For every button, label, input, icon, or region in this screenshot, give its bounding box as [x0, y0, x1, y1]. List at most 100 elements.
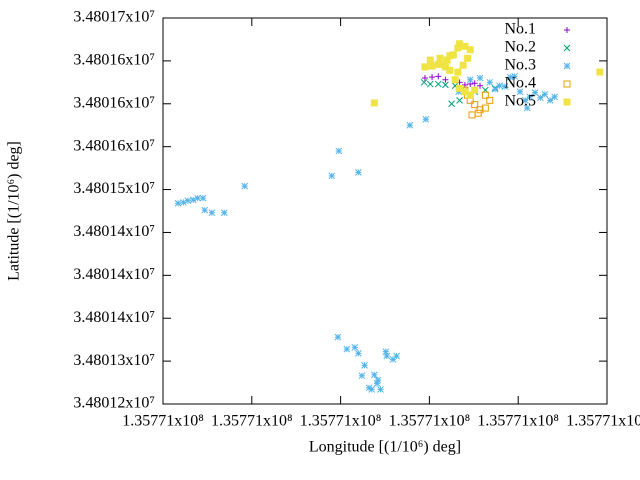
data-point: [496, 82, 503, 90]
data-point: [516, 88, 524, 96]
x-tick-label: 1.35771x10⁸: [122, 413, 204, 430]
data-point: [241, 182, 249, 190]
data-point: [355, 350, 362, 357]
data-point: [428, 62, 436, 70]
data-point: [451, 76, 459, 84]
data-point: [454, 68, 462, 76]
y-tick-label: 3.48015x10⁷: [73, 180, 155, 197]
x-tick-label: 1.35771x10⁸: [211, 413, 293, 430]
data-point: [435, 73, 442, 80]
data-point: [194, 194, 201, 202]
y-tick-label: 3.48017x10⁷: [73, 9, 155, 26]
data-point: [370, 371, 378, 379]
data-point: [442, 76, 449, 83]
legend-label: No.5: [504, 93, 536, 110]
data-point: [382, 348, 390, 356]
data-point: [361, 362, 368, 369]
data-point: [328, 172, 336, 180]
legend-marker: [563, 62, 571, 70]
data-point: [358, 372, 366, 380]
data-point: [471, 86, 479, 94]
data-point: [466, 76, 474, 84]
data-point: [436, 54, 444, 62]
data-point: [426, 56, 434, 64]
data-point: [355, 169, 362, 176]
legend-label: No.4: [504, 75, 536, 92]
x-tick-label: 1.35771x10⁸: [477, 413, 559, 430]
legend-label: No.2: [504, 39, 536, 56]
data-point: [393, 352, 400, 360]
y-tick-label: 3.48016x10⁷: [73, 137, 155, 154]
data-point: [383, 352, 391, 360]
y-tick-label: 3.48013x10⁷: [73, 352, 155, 369]
plot-border: [162, 17, 608, 405]
data-point: [189, 196, 197, 204]
data-point: [511, 72, 519, 80]
data-point: [491, 85, 499, 93]
x-tick-label: 1.35771x10⁸: [566, 413, 640, 430]
y-tick-label: 3.48014x10⁷: [73, 223, 155, 240]
data-point: [208, 209, 216, 217]
data-point: [464, 54, 472, 62]
data-point: [373, 380, 381, 387]
data-point: [481, 91, 489, 99]
x-tick-label: 1.35771x10⁸: [300, 413, 382, 430]
legend-marker: [563, 98, 571, 106]
data-point: [343, 345, 351, 353]
data-point: [441, 63, 449, 71]
data-point: [526, 93, 534, 101]
data-point: [521, 96, 529, 104]
data-point: [351, 344, 359, 351]
y-tick-label: 3.48012x10⁷: [73, 395, 155, 412]
data-point: [477, 82, 484, 89]
data-point: [446, 52, 454, 60]
data-point: [377, 386, 384, 393]
data-point: [335, 147, 343, 155]
data-point: [368, 386, 376, 393]
legend-marker: [564, 27, 570, 33]
data-point: [501, 83, 509, 90]
data-point: [220, 209, 228, 217]
data-point: [523, 104, 531, 112]
data-point: [596, 68, 604, 76]
y-tick-label: 3.48014x10⁷: [73, 266, 155, 283]
data-point: [486, 78, 494, 86]
data-point: [456, 96, 463, 104]
data-point: [184, 197, 192, 205]
data-point: [448, 100, 455, 108]
data-point: [374, 376, 382, 384]
y-tick-label: 3.48016x10⁷: [73, 94, 155, 111]
y-axis-label: Latitude [(1/10⁶) deg]: [6, 141, 23, 281]
data-point: [486, 96, 494, 104]
data-point: [421, 63, 429, 71]
data-point: [201, 206, 209, 214]
data-point: [474, 109, 482, 117]
data-point: [506, 73, 514, 81]
data-point: [429, 74, 436, 81]
data-point: [421, 75, 428, 82]
data-point: [434, 60, 442, 68]
x-tick-label: 1.35771x10⁸: [389, 413, 471, 430]
data-point: [442, 81, 449, 89]
data-point: [389, 356, 397, 363]
y-tick-label: 3.48014x10⁷: [73, 309, 155, 326]
data-point: [199, 194, 207, 202]
legend-marker: [563, 80, 571, 88]
data-point: [471, 101, 479, 109]
data-point: [434, 80, 442, 88]
data-point: [370, 99, 378, 107]
data-point: [466, 46, 474, 54]
data-point: [471, 80, 478, 87]
data-point: [180, 199, 187, 206]
y-tick-label: 3.48016x10⁷: [73, 52, 155, 69]
data-point: [406, 121, 414, 129]
data-point: [546, 96, 554, 104]
legend-label: No.1: [504, 21, 536, 38]
data-point: [422, 115, 430, 123]
data-point: [551, 93, 558, 101]
data-point: [334, 333, 342, 341]
data-point: [537, 94, 544, 102]
data-point: [476, 74, 484, 82]
x-axis-label: Longitude [(1/10⁶) deg]: [309, 439, 461, 456]
